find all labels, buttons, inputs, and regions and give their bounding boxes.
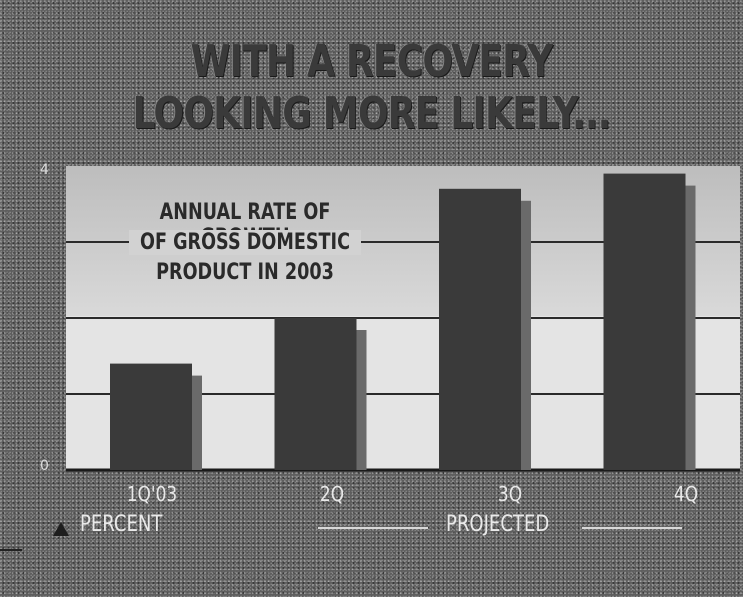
bar-shadow — [192, 375, 202, 470]
x-tick-label-q4: 4Q — [673, 482, 699, 506]
headline-line-2: LOOKING MORE LIKELY... — [132, 88, 611, 139]
chart-title-line-3: PRODUCT IN 2003 — [156, 260, 334, 285]
x-tick-label-q2: 2Q — [319, 482, 345, 506]
chart-title-line-2: OF GROSS DOMESTIC — [129, 230, 361, 255]
projected-annotation: PROJECTED — [446, 512, 550, 537]
bar-3 — [439, 188, 521, 471]
y-tick-label-max: 4 — [40, 162, 49, 178]
projected-bracket-left — [318, 527, 428, 529]
bar-1 — [110, 363, 192, 470]
bar-2 — [274, 318, 357, 470]
bar-shadow — [685, 185, 696, 470]
triangle-icon — [53, 522, 69, 536]
y-tick-label-zero: 0 — [40, 458, 49, 474]
bar-shadow — [356, 330, 367, 470]
x-tick-label-q3: 3Q — [497, 482, 523, 506]
bar-4 — [603, 173, 686, 470]
y-axis-unit-label: PERCENT — [80, 512, 163, 537]
bar-shadow — [521, 200, 531, 471]
projected-bracket-right — [582, 527, 682, 529]
edge-mark — [0, 549, 22, 551]
headline-line-1: WITH A RECOVERY — [190, 36, 554, 87]
x-tick-label-q1: 1Q'03 — [126, 482, 178, 506]
